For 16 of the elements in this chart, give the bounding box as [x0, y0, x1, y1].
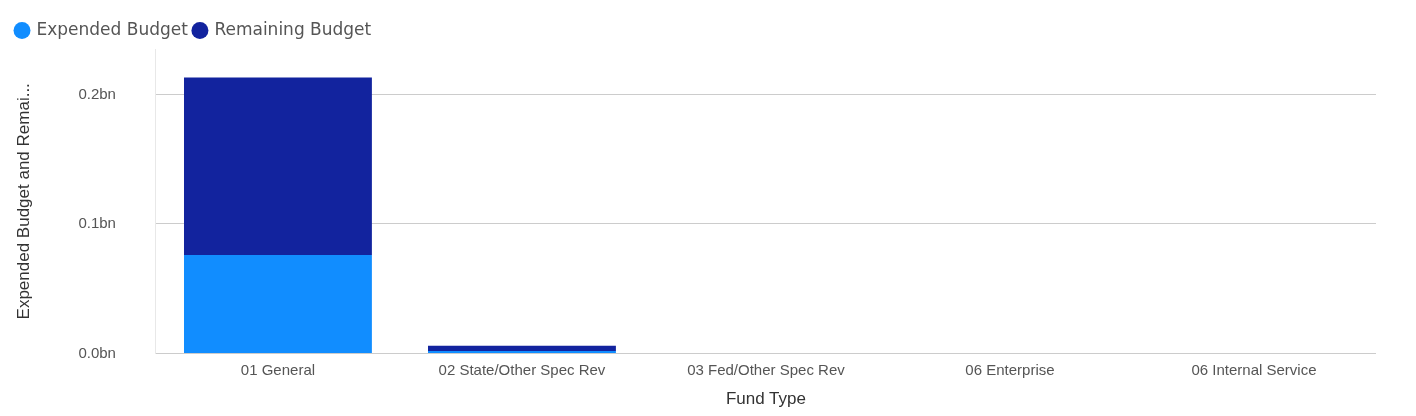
bar [184, 255, 372, 354]
x-tick-label: 06 Enterprise [965, 360, 1055, 378]
y-axis-title: Expended Budget and Remai... [13, 83, 33, 320]
x-tick-label: 06 Internal Service [1191, 360, 1317, 378]
y-tick-label: 0.2bn [78, 84, 116, 102]
x-tick-label: 01 General [240, 360, 316, 378]
y-tick-label: 0.1bn [78, 214, 116, 232]
x-axis-title: Fund Type [725, 389, 806, 409]
bar [428, 345, 616, 352]
legend-label: Remaining Budget [214, 18, 372, 39]
y-tick-label: 0.0bn [78, 343, 116, 361]
bar [428, 351, 616, 354]
x-tick-label: 03 Fed/Other Spec Rev [687, 360, 846, 378]
legend-label: Expended Budget [36, 18, 189, 39]
bar [184, 77, 372, 256]
x-tick-label: 02 State/Other Spec Rev [438, 360, 606, 378]
